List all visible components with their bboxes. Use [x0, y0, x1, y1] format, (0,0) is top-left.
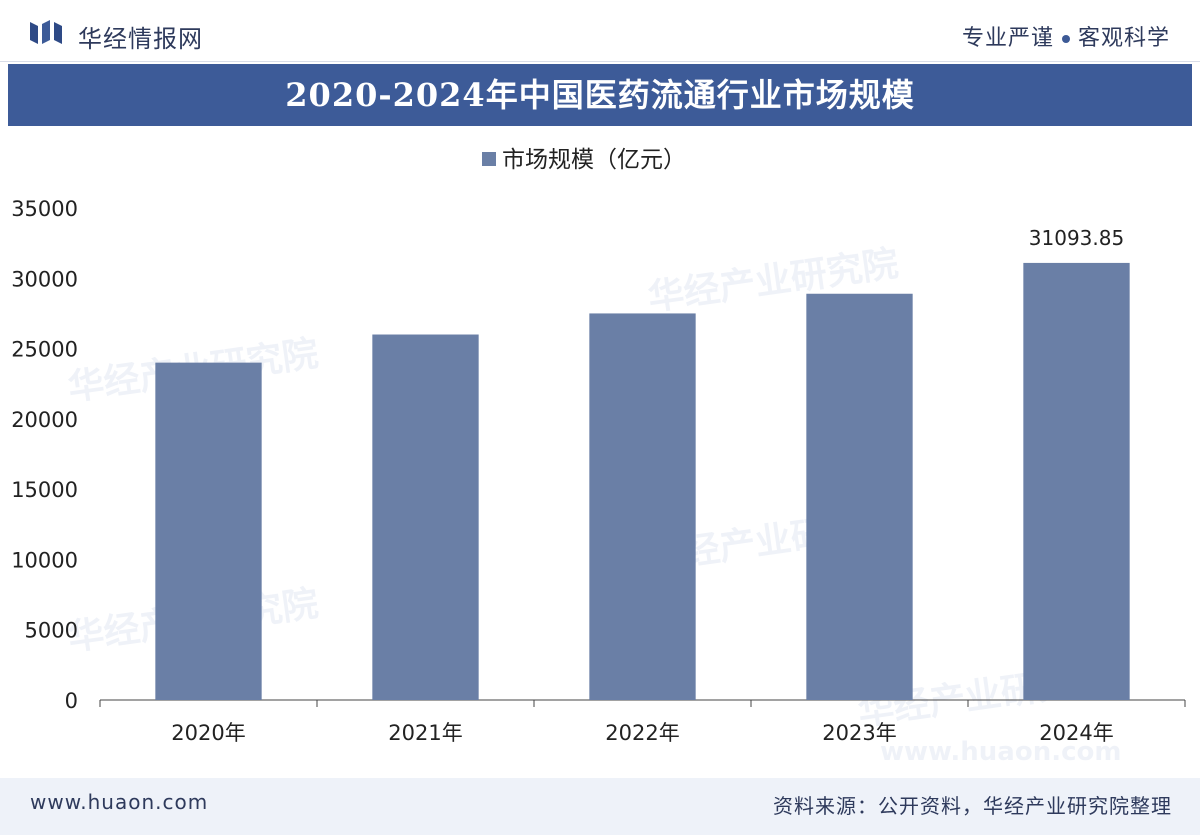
y-tick-label: 30000: [11, 267, 78, 291]
slogan-left: 专业严谨: [961, 26, 1054, 51]
footer-source: 资料来源：公开资料，华经产业研究院整理: [773, 794, 1172, 818]
y-tick-label: 5000: [25, 619, 78, 643]
data-labels: 31093.85: [1029, 226, 1124, 250]
bar-chart: 华经产业研究院华经产业研究院华经产业研究院华经产业研究院华经产业研究院www.h…: [11, 147, 1186, 767]
bar: [372, 334, 479, 700]
huajing-logo-icon: [30, 20, 62, 44]
y-tick-label: 25000: [11, 338, 78, 362]
y-tick-label: 15000: [11, 478, 78, 502]
footer: www.huaon.com 资料来源：公开资料，华经产业研究院整理: [0, 778, 1200, 835]
x-tick-label: 2023年: [822, 721, 896, 745]
bar-series: [155, 262, 1130, 700]
y-axis: 0 5000 10000 15000 20000 25000 30000 35000: [11, 197, 78, 713]
chart-area: 华经产业研究院华经产业研究院华经产业研究院华经产业研究院华经产业研究院www.h…: [0, 130, 1200, 775]
y-tick-label: 10000: [11, 548, 78, 572]
x-tick-label: 2024年: [1039, 721, 1113, 745]
y-tick-label: 35000: [11, 197, 78, 221]
bar: [1023, 262, 1130, 700]
chart-title: 2020-2024年中国医药流通行业市场规模: [8, 64, 1192, 126]
brand-name: 华经情报网: [78, 25, 203, 53]
x-tick-label: 2020年: [171, 721, 245, 745]
bar: [806, 293, 913, 700]
chart-legend: 市场规模（亿元）: [482, 147, 686, 173]
top-header: 华经情报网 专业严谨 客观科学: [0, 0, 1200, 62]
footer-website: www.huaon.com: [30, 790, 209, 814]
slogan-right: 客观科学: [1077, 26, 1170, 51]
slogan: 专业严谨 客观科学: [962, 20, 1170, 52]
bullet-dot-icon: [1061, 35, 1070, 43]
data-label: 31093.85: [1029, 226, 1124, 250]
x-axis: 2020年 2021年 2022年 2023年 2024年: [99, 699, 1186, 745]
legend-label: 市场规模（亿元）: [502, 147, 686, 173]
y-tick-label: 20000: [11, 408, 78, 432]
watermark-url: www.huaon.com: [880, 737, 1121, 767]
bar: [589, 313, 696, 700]
legend-swatch: [482, 152, 496, 166]
x-tick-label: 2022年: [605, 721, 679, 745]
bar: [155, 362, 262, 700]
y-tick-label: 0: [65, 689, 78, 713]
x-tick-label: 2021年: [388, 721, 462, 745]
